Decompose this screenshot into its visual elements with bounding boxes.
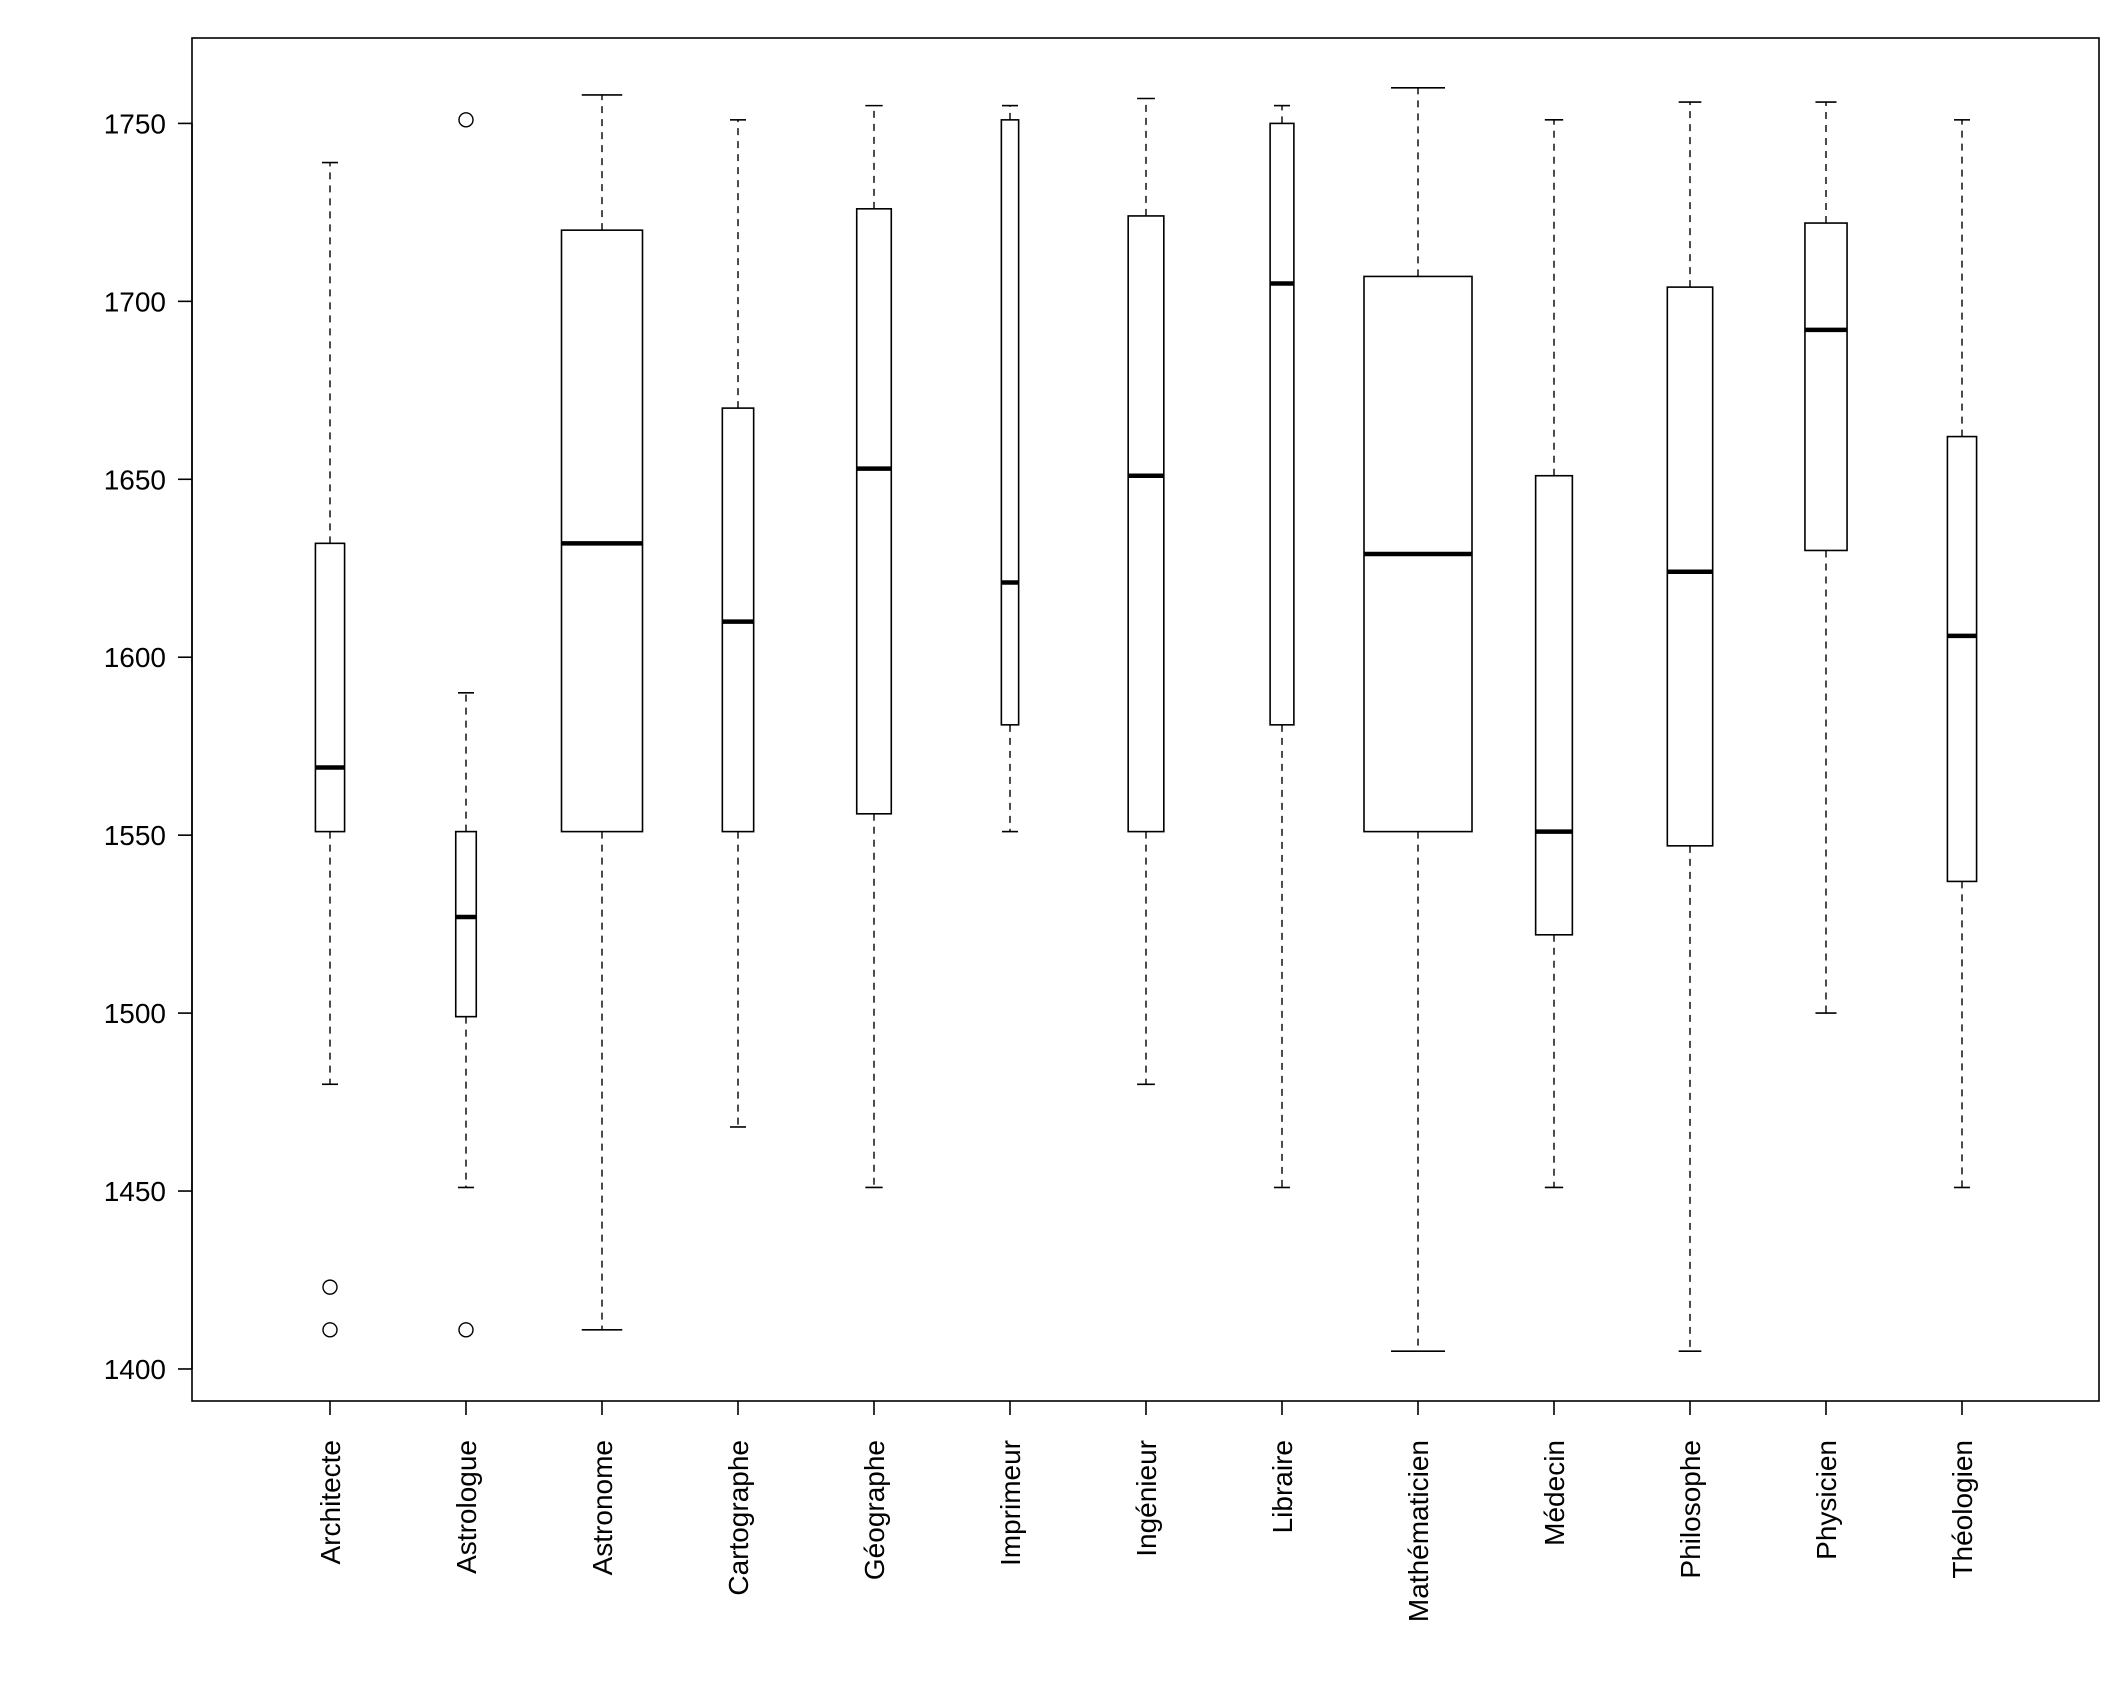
box-géographe <box>855 104 893 1189</box>
iqr-box <box>314 542 346 833</box>
box-théologien <box>1946 119 1978 1189</box>
box-imprimeur <box>1000 104 1020 833</box>
x-tick-label: Géographe <box>859 1440 890 1580</box>
y-tick-label: 1500 <box>104 998 166 1029</box>
iqr-box <box>855 208 893 815</box>
iqr-box <box>1269 122 1295 726</box>
y-tick-label: 1750 <box>104 108 166 139</box>
y-tick-label: 1700 <box>104 286 166 317</box>
box-libraire <box>1269 104 1295 1189</box>
x-tick-label: Imprimeur <box>995 1440 1026 1566</box>
box-ingénieur <box>1127 97 1165 1086</box>
iqr-box <box>560 229 644 833</box>
x-tick-label: Médecin <box>1539 1440 1570 1546</box>
box-physicien <box>1804 101 1848 1014</box>
iqr-box <box>1666 286 1714 847</box>
box-philosophe <box>1666 101 1714 1352</box>
y-tick-label: 1450 <box>104 1176 166 1207</box>
iqr-box <box>1127 215 1165 833</box>
y-tick-label: 1400 <box>104 1354 166 1385</box>
x-tick-label: Astrologue <box>451 1440 482 1574</box>
box-astrologue <box>454 112 478 1338</box>
iqr-box <box>1534 474 1574 936</box>
outlier-point <box>458 112 474 128</box>
box-mathématicien <box>1363 87 1473 1352</box>
x-tick-label: Astronome <box>587 1440 618 1575</box>
x-axis: Architecte Astrologue Astronome Cartographe… <box>315 1401 1978 1622</box>
x-tick-label: Mathématicien <box>1403 1440 1434 1622</box>
y-tick-label: 1650 <box>104 464 166 495</box>
box-cartographe <box>721 119 755 1128</box>
x-tick-label: Cartographe <box>723 1440 754 1596</box>
y-tick-label: 1600 <box>104 642 166 673</box>
box-architecte <box>314 161 346 1338</box>
x-tick-label: Philosophe <box>1675 1440 1706 1579</box>
iqr-box <box>1804 222 1848 552</box>
boxes <box>314 87 1978 1352</box>
box-astronome <box>560 94 644 1331</box>
x-tick-label: Libraire <box>1267 1440 1298 1533</box>
outlier-point <box>322 1322 338 1338</box>
iqr-box <box>1946 435 1978 883</box>
y-tick-label: 1550 <box>104 820 166 851</box>
y-axis: 1400 1450 1500 1550 1600 1650 1700 1750 <box>104 108 193 1385</box>
outlier-point <box>322 1279 338 1295</box>
box-médecin <box>1534 119 1574 1189</box>
x-tick-label: Ingénieur <box>1131 1440 1162 1557</box>
iqr-box <box>1000 119 1020 726</box>
iqr-box <box>454 830 478 1018</box>
x-tick-label: Théologien <box>1947 1440 1978 1579</box>
x-tick-label: Physicien <box>1811 1440 1842 1560</box>
x-tick-label: Architecte <box>315 1440 346 1565</box>
outlier-point <box>458 1322 474 1338</box>
